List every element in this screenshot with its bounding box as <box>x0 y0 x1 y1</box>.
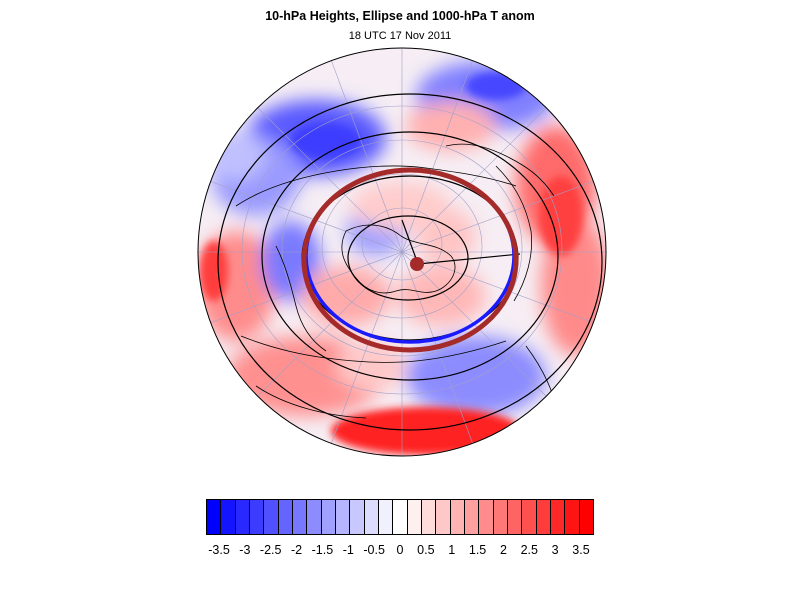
coastlines <box>235 143 557 419</box>
colorbar-swatch <box>249 500 265 534</box>
colorbar-swatch <box>522 500 537 534</box>
colorbar-swatch <box>393 500 408 534</box>
colorbar-swatch <box>378 500 394 534</box>
graticule <box>198 48 606 456</box>
colorbar-swatch <box>235 500 250 534</box>
colorbar-swatch <box>565 500 580 534</box>
colorbar-swatch <box>493 500 508 534</box>
colorbar-swatch <box>464 500 480 534</box>
colorbar-tick-label: -2.5 <box>259 543 282 557</box>
plot-subtitle: 18 UTC 17 Nov 2011 <box>348 30 452 42</box>
colorbar-tick-labels: -3.5 -3 -2.5 -2 -1.5 -1 -0.5 0 0.5 1 1.5 2 2.5 3 3.5 <box>206 543 594 559</box>
colorbar-tick-label: 0 <box>396 543 404 557</box>
colorbar-swatch <box>221 500 236 534</box>
height-contours <box>217 93 603 431</box>
colorbar-tick-label: 3.5 <box>572 543 590 557</box>
colorbar-swatch <box>335 500 351 534</box>
colorbar-tick-label: -1.5 <box>311 543 334 557</box>
colorbar-swatch <box>436 500 451 534</box>
map-border <box>197 47 607 457</box>
plot-title: 10-hPa Heights, Ellipse and 1000-hPa T a… <box>265 9 535 23</box>
colorbar-swatch <box>550 500 566 534</box>
colorbar-tick-label: 3 <box>551 543 559 557</box>
colorbar-tick-label: 2.5 <box>520 543 538 557</box>
colorbar-swatch <box>507 500 523 534</box>
colorbar-swatch <box>407 500 422 534</box>
colorbar-swatch <box>421 500 437 534</box>
colorbar-swatch <box>579 500 593 534</box>
colorbar-swatch <box>350 500 365 534</box>
colorbar-tick-label: 0.5 <box>417 543 435 557</box>
colorbar-tick-label: 1 <box>448 543 456 557</box>
colorbar-tick-label: -0.5 <box>363 543 385 557</box>
colorbar-tick-label: 1.5 <box>468 543 487 557</box>
colorbar-swatch <box>292 500 308 534</box>
colorbar-swatch <box>321 500 336 534</box>
colorbar-tick-label: -3 <box>239 543 251 557</box>
colorbar-swatch <box>450 500 465 534</box>
colorbar-swatch <box>307 500 322 534</box>
polar-map <box>197 47 607 457</box>
colorbar-swatch <box>264 500 279 534</box>
colorbar-swatch <box>207 500 222 534</box>
colorbar-tick-label: -3.5 <box>208 543 230 557</box>
vortex-ellipse <box>301 167 519 353</box>
colorbar <box>206 499 594 535</box>
colorbar-swatch <box>479 500 494 534</box>
colorbar-tick-label: -1 <box>342 543 354 557</box>
colorbar-swatch <box>536 500 551 534</box>
colorbar-tick-label: -2 <box>291 543 303 557</box>
colorbar-swatch <box>364 500 379 534</box>
colorbar-swatch <box>278 500 293 534</box>
ellipse-center-marker <box>410 257 424 271</box>
colorbar-tick-label: 2 <box>499 543 507 557</box>
